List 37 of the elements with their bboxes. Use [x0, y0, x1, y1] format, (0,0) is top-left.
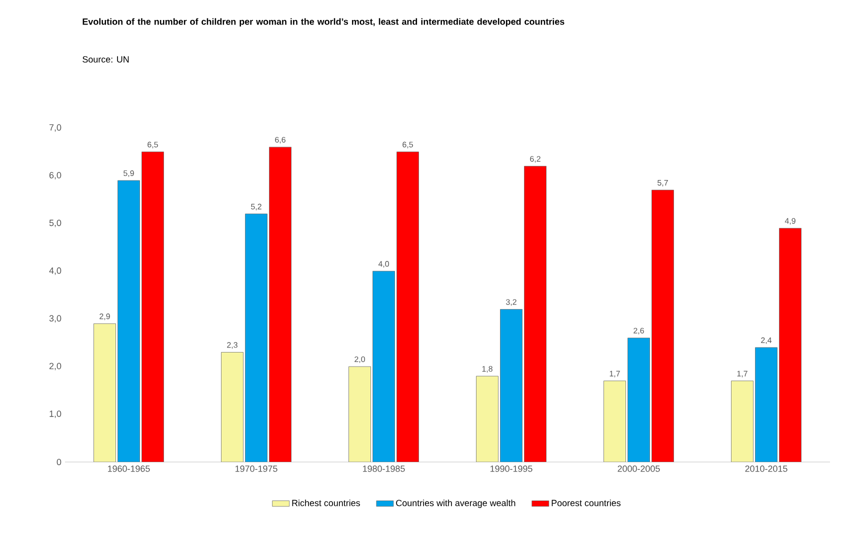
y-tick-label: 3,0: [49, 315, 62, 323]
bar: [779, 228, 802, 462]
chart-subtitle: Source: UN: [82, 56, 129, 63]
bar: [628, 338, 650, 462]
bar: [396, 152, 419, 462]
bar: [604, 380, 626, 462]
bar: [245, 214, 268, 462]
x-tick-label: 1990-1995: [490, 466, 532, 472]
bar: [348, 366, 371, 462]
legend-label: Countries with average wealth: [396, 500, 516, 508]
x-tick-label: 1980-1985: [363, 466, 405, 472]
x-tick-label: 1960-1965: [108, 466, 150, 472]
bar: [118, 180, 140, 462]
y-tick-label: 1,0: [50, 410, 62, 418]
bar: [94, 323, 116, 462]
legend-label: Poorest countries: [552, 500, 621, 506]
legend-label: Richest countries: [292, 500, 360, 506]
bar: [731, 380, 754, 462]
bar: [221, 352, 244, 462]
bar: [500, 309, 522, 462]
bar: [269, 146, 292, 462]
bar: [476, 376, 498, 462]
y-tick-label: 5,0: [49, 220, 62, 228]
y-tick-label: 7,0: [49, 124, 62, 132]
x-tick-label: 2010-2015: [745, 466, 788, 472]
bar: [652, 190, 674, 462]
x-tick-label: 1970-1975: [236, 466, 278, 472]
y-tick-label: 0: [56, 458, 62, 466]
bar: [524, 166, 546, 462]
x-tick-label: 2000-2005: [618, 466, 660, 472]
y-tick-label: 6,0: [49, 172, 62, 180]
y-tick-label: 2,0: [49, 362, 62, 370]
y-tick-label: 4,0: [49, 267, 62, 275]
bar: [755, 347, 778, 462]
bar: [372, 270, 395, 462]
bar: [142, 152, 164, 462]
chart-title: Evolution of the number of children per woman in the world’s most, least and intermediate developed countries: [82, 18, 564, 27]
